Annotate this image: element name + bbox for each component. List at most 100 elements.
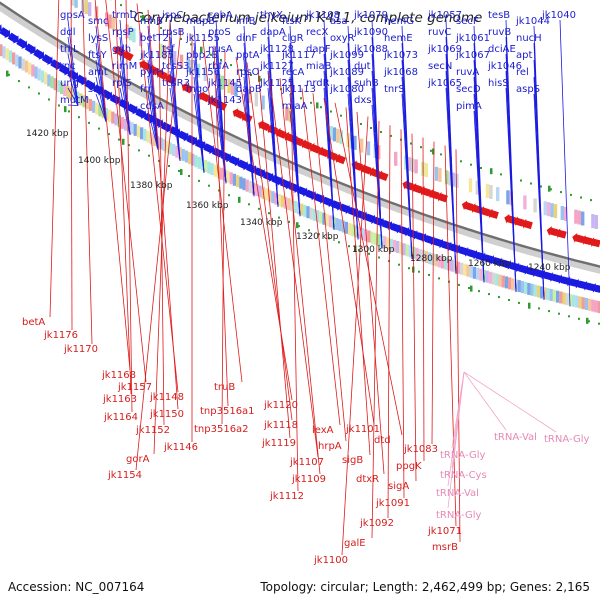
forward-gene-label: tsf — [162, 44, 175, 55]
forward-cog-segment — [517, 280, 521, 293]
forward-gene-label: rplS — [112, 78, 132, 89]
forward-gene-label: aspS — [516, 84, 540, 95]
forward-leader-line — [67, 104, 79, 106]
scale-dot — [368, 252, 370, 255]
forward-leader-line — [67, 70, 79, 106]
forward-cog-segment — [194, 155, 198, 168]
forward-cog-segment — [226, 170, 230, 183]
forward-gene-label: hemG — [384, 16, 414, 27]
reverse-gene-label: jk1176 — [43, 330, 78, 341]
reverse-cog-segment — [230, 80, 235, 95]
forward-cog-segment — [536, 285, 541, 298]
forward-gene-arrow — [484, 254, 496, 265]
forward-cog-segment — [76, 91, 80, 104]
forward-gene-label: miaB — [306, 61, 332, 72]
forward-leader-line — [95, 42, 107, 122]
forward-gene-label: jk1088 — [353, 44, 388, 55]
forward-cog-segment — [50, 76, 54, 89]
scale-dot — [418, 270, 420, 273]
forward-cog-segment — [200, 158, 205, 171]
forward-cog-segment — [322, 212, 326, 225]
scale-major-tick — [316, 102, 319, 109]
scale-dot — [390, 134, 392, 137]
forward-cog-segment — [504, 276, 509, 289]
forward-cog-segment — [114, 113, 118, 126]
forward-cog-segment — [597, 301, 600, 314]
reverse-gene-label: jk1120 — [263, 400, 298, 411]
forward-cog-segment — [559, 291, 563, 304]
forward-cog-segment — [578, 296, 582, 309]
reverse-gene-arrow — [122, 50, 134, 62]
reverse-leader-line — [135, 28, 182, 471]
reverse-gene-arrow — [410, 183, 423, 194]
forward-gene-label: jk1089 — [329, 67, 364, 78]
reverse-leader-line — [301, 88, 341, 426]
reverse-cog-segment — [523, 195, 527, 210]
scale-label: 1360 kbp — [186, 201, 229, 211]
reverse-leader-line — [290, 83, 299, 492]
forward-leader-line — [445, 87, 457, 274]
forward-gene-label: oxyR — [330, 33, 355, 44]
label-leader-lines — [49, 0, 571, 556]
forward-gene-label: ruvB — [488, 27, 511, 38]
reverse-gene-label: ppgK — [396, 461, 422, 472]
reverse-gene-label: jk1119 — [261, 438, 296, 449]
forward-leader-line — [147, 76, 159, 150]
scale-dot — [488, 293, 490, 296]
forward-cog-segment — [175, 145, 179, 158]
forward-leader-line — [193, 93, 205, 173]
forward-cog-segment — [277, 194, 281, 206]
forward-gene-label: smc — [88, 16, 108, 27]
reverse-gene-label: jk1107 — [289, 457, 324, 468]
reverse-gene-arrow — [461, 200, 474, 211]
forward-gene-label: rbfA — [208, 61, 229, 72]
reverse-gene-arrow — [334, 153, 347, 165]
forward-cog-segment — [389, 238, 393, 251]
reverse-cog-segment — [407, 156, 411, 171]
scale-dot — [560, 191, 562, 194]
forward-cog-segment — [588, 298, 592, 311]
scale-dot — [190, 43, 192, 46]
forward-gene-arrow — [492, 256, 505, 268]
reverse-gene-arrow — [470, 203, 482, 214]
forward-gene-label: jk1046 — [487, 61, 522, 72]
forward-gene-label: pptA — [236, 50, 260, 61]
reverse-gene-arrow — [300, 139, 313, 150]
forward-cog-segment — [2, 46, 6, 59]
forward-gene-label: jk1079 — [353, 10, 388, 21]
scale-dot — [508, 299, 510, 301]
forward-cog-segment — [328, 215, 333, 228]
forward-gene-label: ftsY — [88, 50, 107, 61]
reverse-cog-segment — [424, 163, 428, 178]
reverse-gene-label: jk1071 — [427, 526, 462, 537]
forward-leader-line — [95, 59, 107, 122]
forward-gene-arrow — [543, 271, 556, 282]
reverse-gene-label: jk1118 — [263, 420, 298, 431]
reverse-cog-segment — [366, 141, 371, 156]
reverse-cog-segment — [451, 172, 456, 187]
forward-cog-segment — [319, 211, 323, 224]
forward-gene-label: apt — [516, 50, 532, 61]
forward-leader-line — [95, 93, 107, 122]
scale-major-tick — [296, 222, 299, 229]
forward-cog-segment — [184, 150, 189, 163]
scale-dot — [28, 86, 30, 89]
scale-label: 1340 kbp — [240, 218, 283, 228]
scale-label: 1300 kbp — [352, 245, 395, 255]
scale-dot — [438, 277, 440, 280]
forward-cog-segment — [447, 258, 451, 271]
forward-cog-segment — [197, 156, 201, 169]
scale-dot — [250, 74, 252, 76]
forward-gene-label: dapB — [236, 84, 262, 95]
forward-cog-segment — [527, 282, 531, 295]
reverse-cog-segment — [74, 0, 78, 8]
forward-cog-segment — [530, 283, 534, 296]
reverse-gene-arrow — [275, 128, 287, 139]
reverse-gene-label: betA — [22, 317, 45, 328]
forward-gene-label: jk1185 — [139, 50, 174, 61]
forward-cog-segment — [335, 218, 339, 230]
forward-cog-segment — [309, 207, 313, 220]
reverse-cog-segment — [88, 2, 92, 17]
reverse-gene-arrow — [139, 59, 151, 71]
